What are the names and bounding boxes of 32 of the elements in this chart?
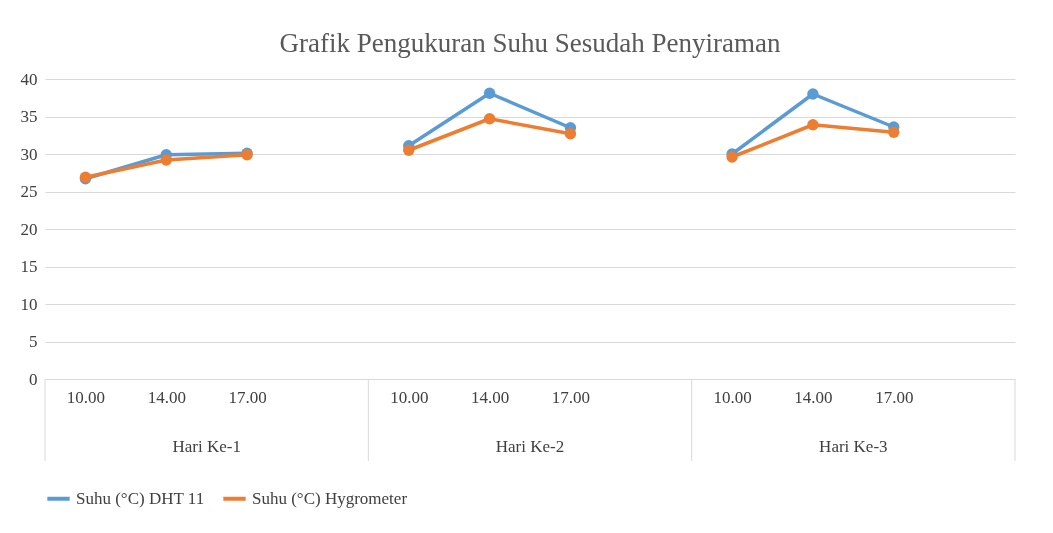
chart-title: Grafik Pengukuran Suhu Sesudah Penyiraman: [279, 28, 781, 58]
x-tick-label: 14.00: [147, 387, 186, 407]
x-tick-label: 14.00: [470, 387, 510, 407]
point: [483, 87, 496, 99]
point: [160, 154, 172, 166]
legend-label: Suhu (°C) Hygrometer: [252, 488, 408, 508]
point: [807, 119, 819, 131]
x-tick-label: 17.00: [228, 387, 267, 407]
x-tick-label: 10.00: [713, 387, 752, 407]
y-tick-label: 5: [29, 332, 38, 351]
y-tick-label: 25: [20, 182, 38, 201]
text: Hari Ke-1: [172, 437, 241, 456]
text: Hari Ke-2: [495, 437, 565, 456]
text: Hari Ke-3: [819, 437, 888, 456]
point: [888, 126, 900, 138]
y-tick-label: 10: [20, 294, 38, 314]
y-tick-label: 15: [20, 257, 38, 276]
x-tick-label: 17.00: [551, 387, 591, 407]
x-tick-label: 10.00: [390, 387, 429, 407]
y-tick-label: 35: [20, 107, 38, 126]
x-tick-label: 10.00: [66, 387, 106, 407]
point: [403, 144, 415, 156]
x-tick-label: 14.00: [794, 387, 833, 407]
y-tick-label: 40: [20, 69, 38, 89]
y-tick-label: 20: [20, 219, 38, 239]
y-tick-label: 30: [20, 144, 38, 164]
y-tick-label: 0: [29, 369, 38, 389]
point: [483, 113, 496, 125]
legend-label: Suhu (°C) DHT 11: [76, 488, 205, 508]
point: [807, 88, 819, 100]
point: [564, 128, 577, 140]
x-tick-label: 17.00: [875, 387, 914, 407]
